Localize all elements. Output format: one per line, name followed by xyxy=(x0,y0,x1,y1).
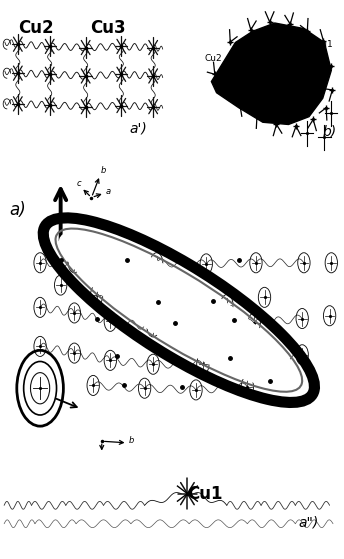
Text: a: a xyxy=(105,187,110,196)
Ellipse shape xyxy=(60,233,298,388)
Text: Cu2: Cu2 xyxy=(18,18,53,36)
Text: c: c xyxy=(77,179,82,188)
Text: Cu1: Cu1 xyxy=(187,485,223,503)
Text: a'): a') xyxy=(129,122,147,136)
Text: a"): a") xyxy=(299,515,319,529)
Text: Cu2: Cu2 xyxy=(205,54,222,63)
Text: b: b xyxy=(100,166,106,175)
Text: b): b) xyxy=(323,125,337,139)
Text: Cu1: Cu1 xyxy=(315,40,333,49)
Text: Cu3: Cu3 xyxy=(90,18,126,36)
Text: b: b xyxy=(129,437,134,446)
Polygon shape xyxy=(212,23,331,125)
Text: a): a) xyxy=(9,201,26,219)
Text: Cu3: Cu3 xyxy=(239,40,257,49)
